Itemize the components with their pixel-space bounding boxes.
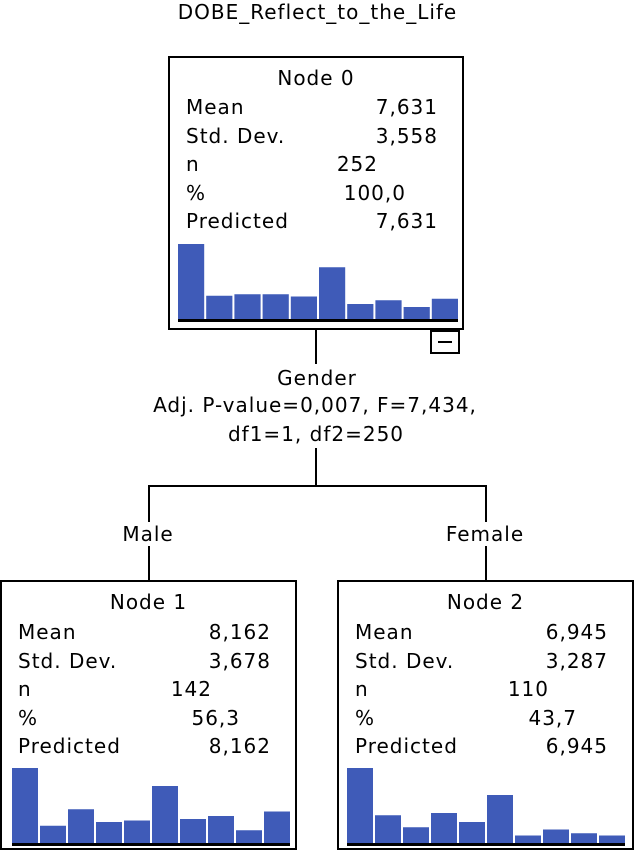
histogram-bar	[487, 795, 513, 843]
histogram-bar	[264, 811, 290, 843]
histogram-bar	[599, 835, 625, 843]
node-2-stat-predicted: Predicted 6,945	[355, 734, 608, 758]
histogram-baseline	[347, 843, 625, 846]
histogram-bar	[543, 829, 569, 843]
histogram-baseline	[12, 843, 290, 846]
node-0-stat-n: n 252	[186, 152, 378, 176]
node-2-stat-percent: % 43,7	[355, 706, 577, 730]
connector-horizontal	[148, 485, 487, 487]
histogram-bar	[347, 304, 374, 319]
node-2-stat-std-dev: Std. Dev. 3,287	[355, 649, 608, 673]
node-2-histogram	[347, 768, 625, 846]
histogram-bar	[12, 768, 38, 843]
histogram-bar	[319, 267, 346, 319]
histogram-bar	[68, 809, 94, 843]
node-0-label: Node 0	[277, 66, 355, 90]
node-1-histogram	[12, 768, 290, 846]
histogram-baseline	[178, 319, 458, 322]
histogram-bar	[515, 835, 541, 843]
histogram-bar	[178, 244, 205, 319]
node-0[interactable]: Node 0 Mean 7,631 Std. Dev. 3,558 n 252 …	[168, 56, 464, 330]
histogram-bar	[347, 768, 373, 843]
connector-root-down	[315, 328, 317, 364]
histogram-bar	[262, 294, 289, 319]
split-stats-line2: df1=1, df2=250	[180, 422, 452, 446]
histogram-svg	[178, 244, 458, 322]
histogram-bar	[290, 296, 317, 319]
node-0-stat-std-dev: Std. Dev. 3,558	[186, 124, 438, 148]
histogram-bar	[40, 825, 66, 843]
histogram-bar	[431, 298, 458, 319]
node-1-stat-percent: % 56,3	[18, 706, 240, 730]
collapse-node-0-button[interactable]	[430, 330, 460, 354]
split-stats-line1: Adj. P-value=0,007, F=7,434,	[100, 393, 530, 417]
connector-split-down	[315, 448, 317, 486]
histogram-svg	[347, 768, 625, 846]
node-0-stat-percent: % 100,0	[186, 181, 406, 205]
node-1-stat-n: n 142	[18, 677, 212, 701]
branch-label-female: Female	[426, 522, 544, 546]
node-1[interactable]: Node 1 Mean 8,162 Std. Dev. 3,678 n 142 …	[0, 580, 297, 850]
histogram-bar	[180, 819, 206, 843]
node-1-stat-mean: Mean 8,162	[18, 620, 271, 644]
histogram-svg	[12, 768, 290, 846]
histogram-bar	[124, 820, 150, 843]
node-2-stat-mean: Mean 6,945	[355, 620, 608, 644]
histogram-bar	[236, 830, 262, 843]
histogram-bar	[375, 300, 402, 319]
histogram-bar	[206, 295, 233, 319]
histogram-bar	[208, 816, 234, 843]
histogram-bar	[152, 786, 178, 843]
node-0-histogram	[178, 244, 458, 322]
node-1-stat-std-dev: Std. Dev. 3,678	[18, 649, 271, 673]
branch-label-male: Male	[104, 522, 192, 546]
histogram-bar	[571, 833, 597, 843]
node-2-label: Node 2	[446, 590, 525, 614]
node-1-label: Node 1	[109, 590, 188, 614]
histogram-bar	[431, 813, 457, 843]
node-2[interactable]: Node 2 Mean 6,945 Std. Dev. 3,287 n 110 …	[337, 580, 634, 850]
node-0-stat-mean: Mean 7,631	[186, 95, 438, 119]
histogram-bar	[403, 827, 429, 843]
node-2-stat-n: n 110	[355, 677, 549, 701]
histogram-bar	[375, 815, 401, 843]
histogram-bar	[96, 822, 122, 843]
tree-title: DOBE_Reflect_to_the_Life	[177, 0, 458, 24]
histogram-bar	[403, 307, 430, 319]
node-1-stat-predicted: Predicted 8,162	[18, 734, 271, 758]
histogram-bar	[459, 822, 485, 843]
split-variable: Gender	[217, 366, 417, 390]
histogram-bar	[234, 294, 261, 319]
node-0-stat-predicted: Predicted 7,631	[186, 209, 438, 233]
